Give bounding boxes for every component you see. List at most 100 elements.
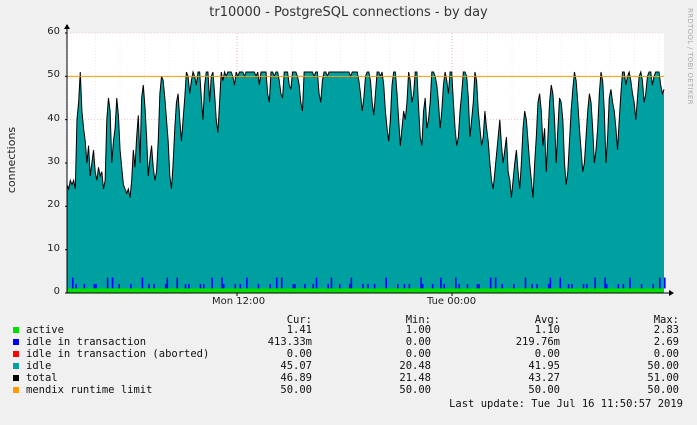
series-idle-in-transaction-mark [640,284,643,289]
series-idle-in-transaction-mark [373,284,376,289]
series-idle-in-transaction-mark [403,284,406,289]
legend-value-cur: 45.07 [280,360,312,372]
legend-value-cur: 1.41 [286,324,312,336]
legend-value-avg: 43.27 [528,372,560,384]
legend-value-min: 21.48 [399,372,431,384]
series-idle-in-transaction-mark [582,284,585,289]
series-idle-in-transaction-mark [431,284,434,289]
x-axis-arrow [669,290,674,296]
legend-header-avg: Avg: [534,314,560,326]
series-idle-in-transaction-mark [476,284,479,289]
series-idle-in-transaction-mark [130,284,132,289]
series-idle-in-transaction-mark [397,284,399,289]
series-idle-in-transaction-mark [443,284,446,289]
legend-row: total 46.89 21.48 43.27 51.00 [0,372,697,384]
legend-value-avg: 0.00 [534,348,560,360]
series-idle-in-transaction-mark [494,277,497,289]
y-tick-label: 10 [47,242,60,254]
legend-value-cur: 413.33m [267,336,312,348]
series-idle-in-transaction-mark [604,277,606,289]
series-idle-in-transaction-mark [166,277,169,289]
series-idle-in-transaction-mark [292,284,295,289]
series-idle-in-transaction-mark [202,284,205,289]
legend-row: idle 45.07 20.48 41.95 50.00 [0,360,697,372]
series-idle-in-transaction-mark [567,284,570,289]
legend-series-name: idle in transaction [26,336,147,348]
legend-value-max: 2.83 [653,324,679,336]
series-idle-in-transaction-mark [246,277,248,289]
legend-header-max: Max: [653,314,679,326]
series-idle-in-transaction-mark [106,277,109,289]
series-idle-in-transaction-mark [294,284,296,289]
legend-swatch [13,363,19,369]
axes [64,24,674,296]
series-idle-in-transaction-mark [234,284,237,289]
series-idle-in-transaction-mark [153,284,155,289]
series-idle-in-transaction-mark [111,277,114,289]
series-idle-in-transaction-mark [385,277,387,289]
y-tick-label: 0 [53,286,60,297]
series-idle-in-transaction-mark [327,284,329,289]
legend-series-name: total [26,372,58,384]
y-tick-label: 50 [47,69,60,81]
series-idle-in-transaction-mark [221,277,223,289]
legend-series-name: mendix runtime limit [26,384,153,396]
x-tick-label: Mon 12:00 [212,296,266,307]
legend-value-max: 51.00 [647,372,679,384]
legend-swatch [13,387,19,393]
series-idle-in-transaction-mark [75,284,77,289]
y-tick-label: 60 [47,26,60,37]
series-idle-in-transaction-mark [421,284,424,289]
series-idle-in-transaction-mark [304,284,306,289]
legend-header-row: Cur: Min: Avg: Max: [0,314,697,326]
series-idle-in-transaction-mark [141,277,144,289]
series-idle-in-transaction-mark [330,277,333,289]
series-idle-in-transaction-mark [524,277,527,289]
series-idle-in-transaction-mark [489,277,492,289]
y-tick-label: 40 [47,112,60,124]
x-tick-label: Tue 00:00 [427,296,477,307]
legend-swatch [13,339,19,345]
legend-row: active 1.41 1.00 1.10 2.83 [0,324,697,336]
series-idle-in-transaction-mark [664,277,666,289]
series-idle-in-transaction-mark [350,277,353,289]
series-idle-in-transaction-mark [338,284,341,289]
series-idle-in-transaction-mark [549,277,552,289]
legend-value-min: 20.48 [399,360,431,372]
series-idle-in-transaction-mark [605,284,608,289]
legend-value-min: 0.00 [405,336,431,348]
legend-value-max: 50.00 [647,360,679,372]
series-idle-in-transaction-mark [559,277,562,289]
legend-series-name: active [26,324,64,336]
legend-row: idle in transaction 413.33m 0.00 219.76m 2.6… [0,336,697,348]
series-idle-in-transaction-mark [164,284,167,289]
series-idle-in-transaction-mark [188,284,190,289]
legend-header-cur: Cur: [286,314,312,326]
series-idle-in-transaction-mark [586,284,588,289]
series-idle-in-transaction-mark [184,284,187,289]
series-idle-in-transaction-mark [594,277,596,289]
series-idle-in-transaction-mark [239,284,242,289]
legend-series-name: idle in transaction (aborted) [26,348,210,360]
series-idle-in-transaction-mark [513,284,515,289]
legend-header-min: Min: [405,314,431,326]
legend-value-min: 0.00 [405,348,431,360]
legend-value-min: 50.00 [399,384,431,396]
series-idle-in-transaction-mark [211,277,213,289]
series-idle-in-transaction-mark [312,284,315,289]
legend-swatch [13,327,19,333]
legend-value-max: 2.69 [653,336,679,348]
series-idle-in-transaction-mark [478,284,480,289]
series-idle-in-transaction-mark [83,284,86,289]
last-update: Last update: Tue Jul 16 11:50:57 2019 [449,398,683,410]
series-idle-in-transaction-mark [571,284,573,289]
legend-row: idle in transaction (aborted) 0.00 0.00 0.0… [0,348,697,360]
series-active-area [67,288,664,293]
series-idle-in-transaction-mark [420,277,422,289]
series-idle-area [67,72,664,289]
series-areas [66,70,666,293]
series-idle-in-transaction-mark [280,277,283,289]
series-idle-in-transaction-mark [93,284,96,289]
legend-swatch [13,375,19,381]
